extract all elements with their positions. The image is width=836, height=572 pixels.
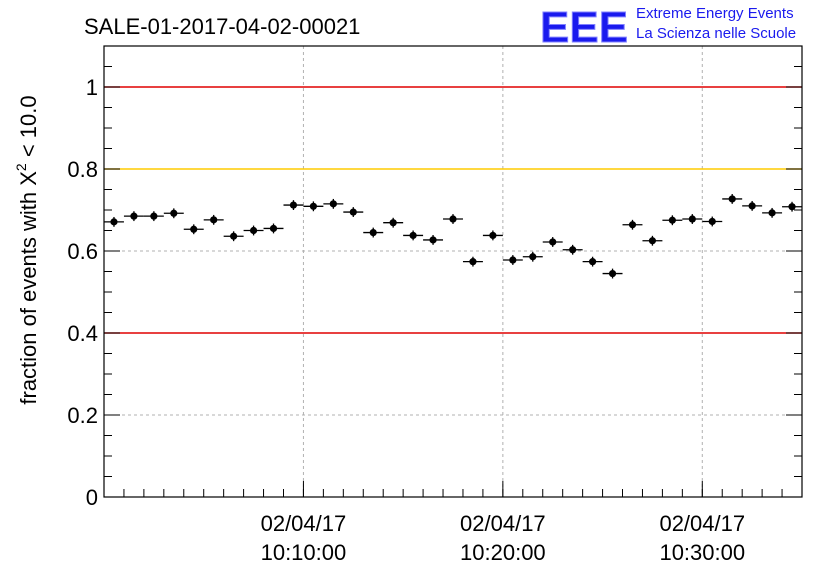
x-tick-date: 02/04/17 [261,511,347,536]
data-point [363,227,384,238]
point-marker [569,246,577,254]
y-axis-label-sup: 2 [13,163,29,171]
point-marker [309,202,317,210]
data-points [104,194,802,279]
plot-frame [103,45,803,498]
data-point [203,214,224,225]
data-point [782,201,802,212]
data-point [522,251,543,262]
data-point [443,214,463,224]
eee-logo: EEE Extreme Energy Events La Scienza nel… [540,3,797,53]
data-point [462,256,483,267]
point-marker [489,231,497,240]
point-marker [688,215,696,223]
data-point [183,224,204,235]
logo-line1: Extreme Energy Events [636,5,794,22]
point-marker [190,225,198,233]
point-marker [589,258,597,266]
data-point [562,244,583,255]
point-marker [449,215,457,223]
point-marker [389,219,397,227]
y-axis-label-main: fraction of events with X [16,171,41,405]
point-marker [668,216,676,224]
reference-lines [104,86,802,334]
point-marker [249,226,258,235]
data-point [702,216,723,227]
data-point [722,194,743,204]
point-marker [409,231,417,240]
data-point [343,207,364,217]
data-point [323,198,344,209]
point-marker [150,212,158,220]
data-point [662,215,683,226]
x-axis: 02/04/17 10:10:00 02/04/17 10:20:00 02/04/17… [103,481,803,565]
data-point [502,255,523,265]
point-marker [748,202,756,210]
point-marker [110,218,118,226]
x-tick-time: 10:20:00 [460,540,546,565]
point-marker [648,237,657,245]
point-marker [170,209,178,217]
chart-title: SALE-01-2017-04-02-00021 [84,14,360,39]
data-point [742,200,763,211]
y-tick-label: 0.2 [67,403,98,428]
point-marker [469,258,477,266]
data-point [143,211,164,222]
point-marker [349,208,357,216]
data-point [123,211,144,222]
data-point [163,208,184,219]
data-point [642,235,663,246]
point-marker [269,224,278,233]
point-marker [728,195,736,203]
point-marker [529,253,537,261]
y-tick-label: 0.4 [67,321,98,346]
data-point [383,217,404,228]
point-marker [509,256,517,264]
point-marker [369,228,377,237]
grid [104,46,802,497]
point-marker [608,269,617,278]
data-point [602,268,623,279]
point-marker [429,236,437,244]
x-tick-time: 10:30:00 [659,540,745,565]
y-axis-label: fraction of events with X2 < 10.0 [13,95,41,404]
point-marker [768,209,776,217]
data-point [682,214,703,224]
data-point [104,216,124,227]
y-axis: 0 0.2 0.4 0.6 0.8 1 [67,45,802,510]
data-point [223,231,244,242]
point-marker [230,232,238,240]
data-point [403,230,424,241]
logo-line2: La Scienza nelle Scuole [636,25,796,42]
data-point [423,235,444,245]
data-point [263,223,284,234]
y-tick-label: 1 [86,75,98,100]
y-axis-label-rest: < 10.0 [16,95,41,163]
data-point [762,207,783,218]
logo-letters: EEE [540,3,628,52]
data-point [622,219,643,230]
data-point [303,201,324,212]
point-marker [289,201,298,209]
data-point [542,237,563,247]
x-tick-time: 10:10:00 [261,540,347,565]
data-point [283,200,304,210]
point-marker [628,221,637,229]
point-marker [130,212,138,220]
x-tick-date: 02/04/17 [460,511,546,536]
point-marker [549,238,557,246]
data-point [243,225,264,236]
point-marker [210,216,218,224]
point-marker [708,217,716,226]
y-tick-label: 0.8 [67,157,98,182]
data-point [482,230,503,241]
data-point [582,256,603,267]
y-tick-label: 0 [86,485,98,510]
x-tick-date: 02/04/17 [659,511,745,536]
y-tick-label: 0.6 [67,239,98,264]
point-marker [788,203,796,211]
point-marker [329,200,337,208]
